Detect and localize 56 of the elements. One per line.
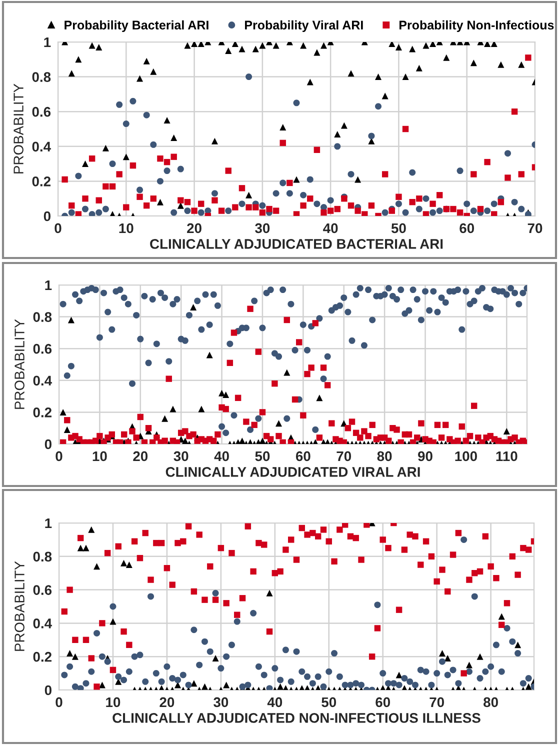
y-tick-label: 0 <box>44 211 50 222</box>
y-tick-label: 1 <box>44 37 51 48</box>
x-tick-label: 60 <box>296 451 310 462</box>
x-tick-label: 60 <box>376 697 390 708</box>
y-tick-label: 0.8 <box>32 72 51 82</box>
y-tick-label: 0 <box>44 439 52 450</box>
y-tick-label: 0.8 <box>33 312 52 322</box>
y-axis-title: PROBABILITY <box>14 561 24 651</box>
x-tick-label: 100 <box>455 451 477 462</box>
y-tick-label: 0.4 <box>33 618 52 628</box>
x-tick-label: 50 <box>391 223 406 234</box>
x-axis-title: CLINICALLY ADJUDICATED BACTERIAL ARI <box>150 239 443 249</box>
legend-label: Probability Non-Infectious <box>400 20 554 32</box>
x-tick-label: 10 <box>92 451 107 462</box>
x-tick-label: 20 <box>160 697 174 708</box>
x-tick-label: 60 <box>460 223 474 234</box>
x-tick-label: 70 <box>430 697 444 708</box>
y-axis-title: PROBABILITY <box>14 84 24 174</box>
x-tick-label: 0 <box>56 451 62 462</box>
x-tick-label: 0 <box>54 223 62 234</box>
x-tick-label: 30 <box>255 223 270 234</box>
legend-label: Probability Viral ARI <box>245 20 363 32</box>
x-tick-label: 50 <box>255 451 270 462</box>
y-tick-label: 0.6 <box>32 106 51 117</box>
y-tick-label: 1 <box>45 280 52 290</box>
y-tick-label: 0.4 <box>33 376 52 386</box>
y-axis-title: PROBABILITY <box>14 319 24 409</box>
x-tick-label: 40 <box>323 223 338 234</box>
x-axis-title: CLINICALLY ADJUDICATED NON-INFECTIOUS ILLNESS <box>112 713 480 723</box>
x-tick-label: 10 <box>119 223 134 234</box>
y-tick-label: 0.2 <box>33 652 52 662</box>
x-tick-label: 0 <box>56 697 62 708</box>
x-tick-label: 70 <box>336 451 352 462</box>
x-tick-label: 20 <box>133 451 148 462</box>
legend-label: Probability Bacterial ARI <box>64 20 208 32</box>
x-tick-label: 90 <box>418 451 432 462</box>
x-tick-label: 10 <box>106 697 120 708</box>
y-tick-label: 0.2 <box>32 176 50 186</box>
x-tick-label: 30 <box>174 451 188 462</box>
y-tick-label: 0.6 <box>33 585 52 595</box>
x-tick-label: 40 <box>267 697 282 708</box>
y-tick-label: 0.2 <box>33 408 52 418</box>
x-tick-label: 40 <box>214 451 229 462</box>
x-axis-title: CLINICALLY ADJUDICATED VIRAL ARI <box>166 467 420 477</box>
y-tick-label: 0.6 <box>33 344 52 354</box>
x-tick-label: 80 <box>484 697 498 708</box>
x-tick-label: 70 <box>528 223 542 234</box>
y-tick-label: 1 <box>45 518 52 528</box>
x-tick-label: 30 <box>214 697 228 708</box>
x-tick-label: 20 <box>187 223 202 234</box>
x-tick-label: 80 <box>377 451 392 462</box>
y-tick-label: 0.4 <box>32 142 51 152</box>
x-tick-label: 50 <box>322 697 336 708</box>
y-tick-label: 0 <box>44 685 52 696</box>
y-tick-label: 0.8 <box>33 552 52 562</box>
x-tick-label: 110 <box>496 451 518 462</box>
